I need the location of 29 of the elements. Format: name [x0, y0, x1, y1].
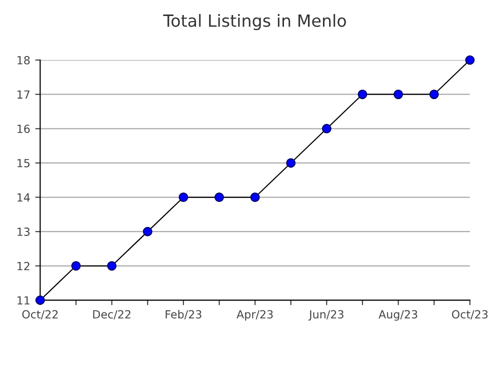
x-tick-label: Oct/22 [22, 310, 58, 320]
point [178, 192, 188, 202]
y-tick-label: 13 [18, 228, 30, 236]
point [142, 226, 152, 236]
point [107, 261, 117, 271]
point [394, 90, 404, 100]
point [35, 295, 45, 305]
y-tick-label: 15 [18, 159, 30, 168]
x-tick-label: Feb/23 [166, 310, 202, 320]
x-tick-label: Jun/23 [308, 310, 344, 321]
x-tick-label: Oct/23 [452, 310, 488, 320]
chart-title: Total Listings in Menlo [163, 14, 346, 30]
point [71, 261, 81, 271]
x-tick-label: Apr/23 [236, 310, 273, 321]
point [322, 124, 332, 134]
y-tick-label: 17 [18, 90, 30, 99]
y-tick-label: 16 [18, 124, 30, 134]
y-tick-label: 11 [18, 296, 30, 304]
point [465, 55, 475, 65]
y-tick-label: 14 [18, 193, 30, 202]
point [250, 192, 260, 202]
point [429, 90, 439, 100]
point [286, 158, 296, 168]
x-tick-label: Dec/22 [93, 310, 130, 320]
x-tick-label: Aug/23 [378, 310, 418, 321]
point [358, 90, 368, 100]
y-tick-label: 18 [18, 56, 30, 64]
y-tick-label: 12 [18, 262, 30, 270]
point [214, 192, 224, 202]
